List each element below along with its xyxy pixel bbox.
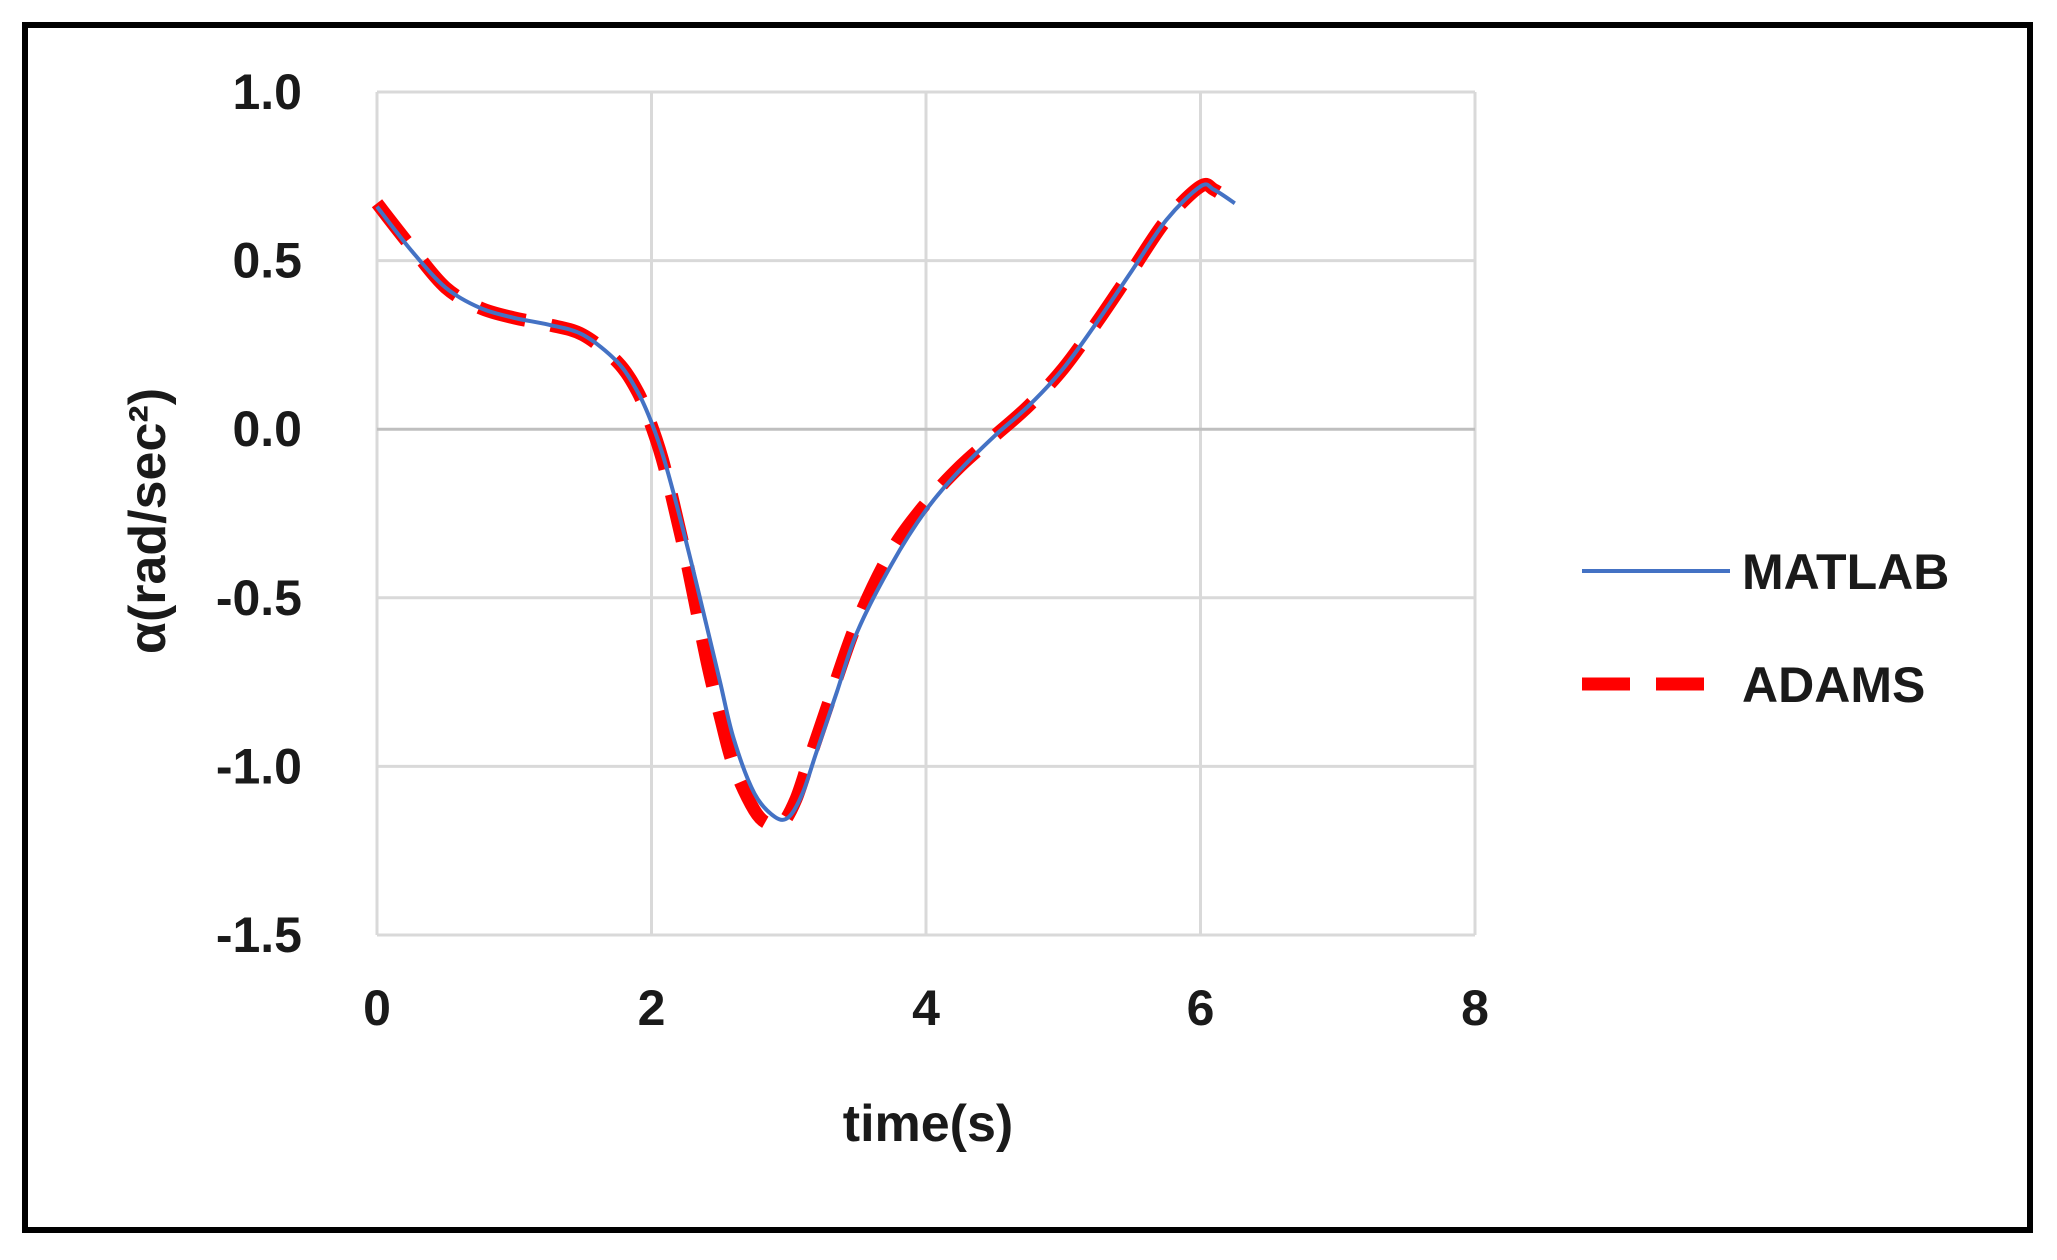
legend-label-matlab: MATLAB xyxy=(1742,544,1949,600)
x-tick-label: 0 xyxy=(363,980,391,1036)
y-tick-label: -1.5 xyxy=(216,907,302,963)
y-tick-label: 0.0 xyxy=(232,401,302,457)
y-tick-label: 0.5 xyxy=(232,233,302,289)
x-axis-title: time(s) xyxy=(843,1095,1013,1153)
x-tick-label: 6 xyxy=(1187,980,1215,1036)
chart-frame xyxy=(22,22,2033,1233)
legend-item-adams: ADAMS xyxy=(1582,657,1925,713)
legend-item-matlab: MATLAB xyxy=(1582,544,1949,600)
series-line-adams xyxy=(371,177,1239,833)
series-lines xyxy=(371,177,1239,833)
x-tick-label: 8 xyxy=(1461,980,1489,1036)
y-tick-label: 1.0 xyxy=(232,64,302,120)
series-line-matlab xyxy=(375,182,1236,822)
y-axis-title: α(rad/sec²) xyxy=(119,388,177,654)
y-tick-label: -0.5 xyxy=(216,570,302,626)
x-axis-tick-labels: 0 2 4 6 8 xyxy=(363,980,1489,1036)
x-tick-label: 2 xyxy=(638,980,666,1036)
gridlines xyxy=(375,90,1477,937)
y-tick-label: -1.0 xyxy=(216,738,302,794)
y-axis-tick-labels: 1.0 0.5 0.0 -0.5 -1.0 -1.5 xyxy=(216,64,302,963)
legend: MATLAB ADAMS xyxy=(1582,544,1949,713)
legend-label-adams: ADAMS xyxy=(1742,657,1925,713)
x-tick-label: 4 xyxy=(912,980,940,1036)
